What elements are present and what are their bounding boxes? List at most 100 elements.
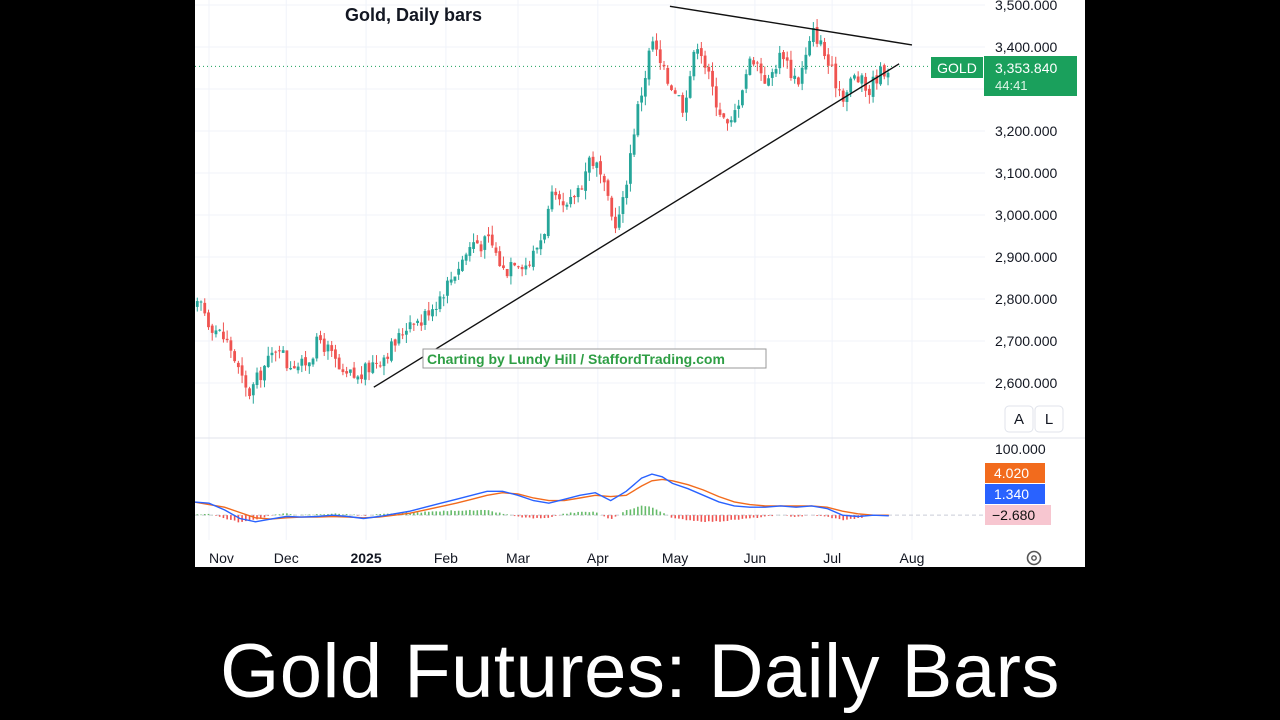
candle xyxy=(498,246,502,267)
price-grid xyxy=(195,0,1085,540)
y-tick-label: 2,700.000 xyxy=(995,333,1057,349)
candle xyxy=(218,328,222,332)
candle xyxy=(274,350,278,362)
candle xyxy=(685,90,688,121)
candle xyxy=(255,367,259,389)
candle xyxy=(442,294,446,307)
candle xyxy=(505,268,509,279)
candle xyxy=(711,62,714,96)
auto-scale-button[interactable]: A xyxy=(1004,405,1034,433)
x-tick-label: 2025 xyxy=(350,550,381,566)
candlestick-series xyxy=(195,19,890,404)
x-tick-label: Jul xyxy=(823,550,841,566)
candle xyxy=(643,70,647,106)
x-tick-label: Dec xyxy=(274,550,299,566)
candle xyxy=(251,382,255,404)
candle xyxy=(606,178,610,201)
candle xyxy=(278,345,281,359)
candle xyxy=(363,362,367,386)
candle xyxy=(263,365,266,388)
candle xyxy=(225,330,229,343)
candle xyxy=(524,257,528,276)
candle xyxy=(662,60,666,70)
candle xyxy=(871,70,875,103)
candle xyxy=(748,56,752,76)
svg-text:A: A xyxy=(1014,411,1024,428)
candle xyxy=(233,349,237,363)
video-caption: Gold Futures: Daily Bars xyxy=(220,629,1060,714)
candle xyxy=(416,318,419,326)
candle xyxy=(401,328,405,340)
candle xyxy=(752,56,756,67)
candle xyxy=(699,41,703,64)
watermark-text: Charting by Lundy Hill / StaffordTrading… xyxy=(427,351,725,367)
candle xyxy=(479,240,483,258)
candle xyxy=(729,116,733,127)
candle xyxy=(516,265,520,270)
trendline-lower-support xyxy=(373,63,900,388)
candle xyxy=(632,128,636,158)
indicator-value-1: 4.020 xyxy=(994,465,1029,481)
candle xyxy=(733,103,737,124)
candle xyxy=(360,366,363,384)
candle xyxy=(539,233,543,256)
indicator-value-tags: 4.020 1.340 −2.680 100.000 xyxy=(985,441,1051,525)
candle xyxy=(431,304,434,322)
candle xyxy=(315,333,319,362)
candle xyxy=(621,191,625,223)
candle xyxy=(427,301,431,321)
candle xyxy=(281,346,285,353)
candle xyxy=(509,257,513,285)
candle xyxy=(696,43,700,60)
candle xyxy=(576,185,580,203)
candle xyxy=(838,80,841,97)
candle xyxy=(375,355,378,369)
x-tick-label: May xyxy=(662,550,688,566)
candle xyxy=(778,45,782,75)
candle xyxy=(826,48,830,74)
candle xyxy=(651,36,655,52)
candle xyxy=(882,63,886,80)
candle xyxy=(823,37,826,60)
candle xyxy=(397,328,401,346)
y-tick-label: 2,600.000 xyxy=(995,375,1057,391)
x-tick-label: Apr xyxy=(587,550,609,566)
candle xyxy=(490,225,494,248)
log-scale-button[interactable]: L xyxy=(1034,405,1064,433)
candle xyxy=(371,355,375,375)
candle xyxy=(222,322,225,343)
candle xyxy=(207,309,210,330)
candle xyxy=(636,100,640,138)
indicator-top-label: 100.000 xyxy=(995,441,1046,457)
time-axis: Nov Dec 2025 Feb Mar Apr May Jun Jul Aug xyxy=(209,550,924,566)
settings-gear-icon[interactable] xyxy=(1026,550,1042,566)
candle xyxy=(319,330,322,344)
candle xyxy=(412,322,416,331)
candle xyxy=(322,332,326,357)
candle xyxy=(195,297,199,312)
candle xyxy=(214,325,218,338)
chart-canvas: 2,600.000 2,700.000 2,800.000 2,900.000 3,00… xyxy=(195,0,1085,566)
candle xyxy=(797,76,800,87)
candle xyxy=(845,90,849,112)
candle xyxy=(203,298,207,316)
indicator-value-2: 1.340 xyxy=(994,486,1029,502)
trendline-layer xyxy=(373,5,913,388)
candle xyxy=(546,205,550,239)
candle xyxy=(487,227,490,243)
candle xyxy=(789,50,793,81)
candle xyxy=(565,202,569,210)
candle xyxy=(666,65,670,86)
indicator-fast-line xyxy=(195,473,889,523)
candle xyxy=(244,370,248,397)
candle xyxy=(770,68,774,86)
candle xyxy=(248,386,251,400)
candle xyxy=(610,195,614,221)
candle xyxy=(584,162,587,200)
indicator-histogram xyxy=(196,505,889,523)
candle xyxy=(270,347,274,363)
candle xyxy=(311,357,315,367)
candle xyxy=(341,363,345,376)
x-tick-label: Nov xyxy=(209,550,234,566)
candle xyxy=(561,192,565,213)
